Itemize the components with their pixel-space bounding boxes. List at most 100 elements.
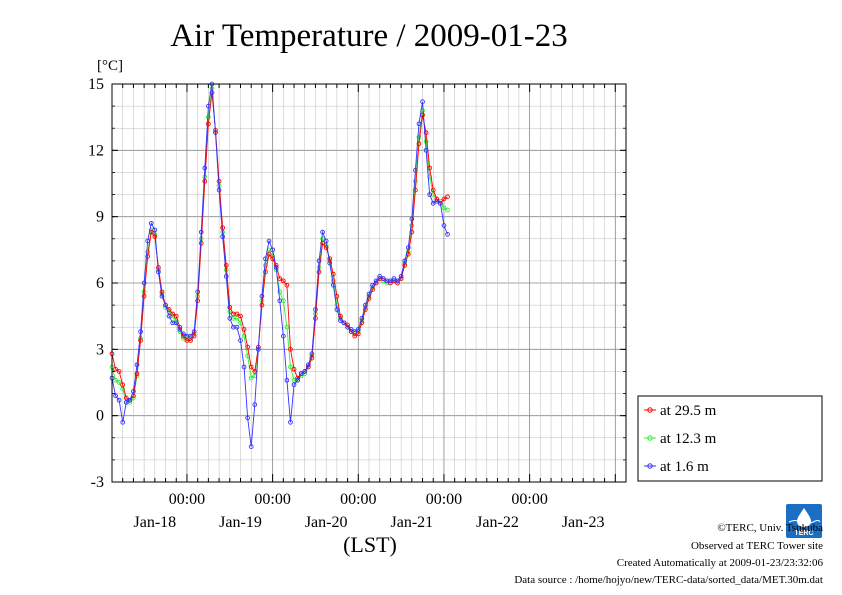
- data-point: [355, 327, 361, 332]
- data-point: [288, 346, 293, 352]
- data-point: [238, 313, 243, 319]
- data-point: [352, 329, 358, 334]
- data-point: [141, 280, 147, 286]
- legend-marker: [647, 435, 653, 441]
- data-point: [120, 419, 126, 425]
- data-point: [248, 364, 254, 370]
- grid: [112, 84, 626, 482]
- data-point: [420, 108, 425, 113]
- data-point: [220, 234, 225, 239]
- data-point: [202, 178, 208, 184]
- data-point: [323, 238, 329, 244]
- data-point: [348, 327, 354, 332]
- data-point: [177, 327, 183, 332]
- data-point: [248, 375, 254, 381]
- data-point: [227, 316, 233, 321]
- data-point: [170, 311, 176, 317]
- data-point: [198, 240, 204, 246]
- series-line: [111, 83, 448, 447]
- data-point: [305, 362, 311, 368]
- data-point: [263, 256, 268, 262]
- data-point: [134, 371, 140, 377]
- data-point: [334, 307, 340, 312]
- data-point: [338, 318, 343, 323]
- data-point: [409, 216, 415, 222]
- created-text: Created Automatically at 2009-01-23/23:3…: [617, 557, 824, 569]
- data-point: [173, 320, 179, 326]
- data-point: [120, 386, 126, 392]
- y-tick-label: 15: [88, 76, 104, 93]
- data-point: [445, 232, 450, 237]
- data-point: [313, 316, 318, 321]
- data-point: [441, 196, 447, 202]
- data-point: [238, 338, 243, 343]
- data-point: [320, 236, 325, 242]
- x-date-label: Jan-23: [562, 514, 605, 531]
- data-point: [127, 397, 133, 403]
- data-point: [280, 278, 286, 284]
- data-point: [173, 313, 179, 319]
- data-point: [220, 225, 225, 231]
- data-point: [252, 402, 258, 407]
- data-point: [313, 307, 318, 312]
- data-point: [266, 251, 272, 257]
- data-point: [430, 187, 436, 193]
- data-point: [195, 289, 201, 295]
- data-point: [284, 282, 290, 288]
- data-point: [445, 207, 450, 213]
- data-point: [402, 258, 408, 264]
- x-axis-label: (LST): [343, 532, 397, 557]
- data-point: [120, 382, 126, 388]
- data-point: [416, 134, 422, 140]
- y-tick-label: -3: [91, 474, 104, 491]
- data-point: [345, 324, 350, 330]
- data-point: [277, 289, 283, 295]
- data-point: [423, 147, 429, 153]
- data-point: [188, 338, 193, 343]
- data-point: [441, 205, 447, 211]
- data-point: [195, 298, 201, 304]
- data-point: [380, 276, 386, 281]
- data-point: [316, 269, 322, 275]
- x-time-label: 00:00: [254, 491, 290, 508]
- data-point: [273, 265, 279, 270]
- data-point: [259, 293, 265, 299]
- legend-label: at 12.3 m: [660, 431, 717, 447]
- data-point: [163, 302, 168, 308]
- data-point: [355, 331, 361, 337]
- legend: at 29.5 m at 12.3 m at 1.6 m: [637, 395, 823, 482]
- observed-text: Observed at TERC Tower site: [691, 540, 823, 552]
- data-point: [405, 245, 411, 250]
- data-point: [338, 313, 343, 319]
- data-point: [441, 223, 447, 228]
- y-tick-label: 3: [96, 341, 104, 358]
- data-point: [248, 444, 254, 449]
- data-point: [159, 293, 165, 299]
- data-point: [298, 371, 304, 377]
- data-point: [256, 346, 261, 352]
- data-point: [423, 139, 429, 144]
- x-date-label: Jan-19: [219, 514, 262, 531]
- legend-item-1-6m: at 1.6 m: [644, 459, 709, 475]
- data-point: [373, 278, 379, 284]
- data-point: [145, 238, 151, 244]
- data-point: [395, 278, 400, 284]
- data-point: [241, 364, 247, 370]
- data-point: [291, 382, 297, 388]
- data-point: [209, 90, 215, 96]
- y-tick-label: 0: [96, 408, 104, 425]
- data-point: [245, 415, 250, 421]
- data-point: [288, 419, 293, 425]
- data-point: [427, 174, 433, 180]
- data-point: [430, 201, 436, 206]
- data-point: [134, 362, 140, 368]
- x-time-label: 00:00: [511, 491, 547, 508]
- data-point: [138, 338, 143, 343]
- data-point: [280, 333, 286, 339]
- data-point: [352, 333, 358, 339]
- data-point: [191, 329, 197, 334]
- data-point: [202, 165, 208, 171]
- y-axis-unit: [°C]: [97, 58, 123, 74]
- data-point: [223, 262, 229, 268]
